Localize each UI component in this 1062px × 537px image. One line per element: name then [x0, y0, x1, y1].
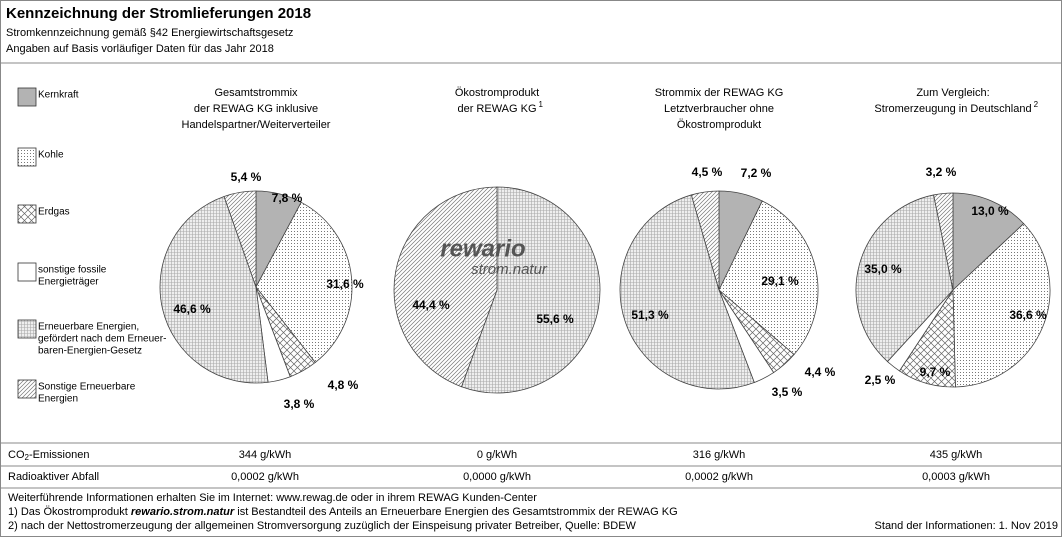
- chart-title: Zum Vergleich:: [916, 87, 989, 99]
- chart-title: Strommix der REWAG KG: [655, 87, 784, 99]
- footnote: 1) Das Ökostromprodukt rewario.strom.nat…: [8, 506, 678, 518]
- pie-slice: [460, 186, 601, 394]
- pie-slice: [223, 190, 257, 288]
- legend-swatch: [17, 87, 37, 107]
- legend-label: Erneuerbare Energien,: [38, 322, 139, 333]
- chart-title: der REWAG KG: [457, 103, 536, 115]
- pie-slice: [690, 190, 720, 291]
- slice-label: 5,4 %: [231, 170, 262, 184]
- legend-label: Energieträger: [38, 277, 99, 288]
- pie-slice: [855, 194, 954, 363]
- legend-label: sonstige fossile: [38, 265, 107, 276]
- slice-label: 4,5 %: [692, 165, 723, 179]
- slice-label: 44,4 %: [412, 298, 450, 312]
- cell: 0 g/kWh: [477, 449, 517, 461]
- chart-title: Ökostromprodukt: [455, 87, 539, 99]
- text: 1) Das Ökostromprodukt: [8, 506, 131, 518]
- slice-label: 4,8 %: [328, 378, 359, 392]
- slice-label: 3,8 %: [284, 397, 315, 411]
- row-label-part: -Emissionen: [29, 449, 90, 461]
- legend-swatch: [17, 204, 37, 224]
- slice-label: 55,6 %: [536, 312, 574, 326]
- chart-title: Stromerzeugung in Deutschland: [874, 103, 1031, 115]
- legend-label: Kernkraft: [38, 90, 79, 101]
- title-sup: 2: [1034, 100, 1039, 109]
- row-label: Radioaktiver Abfall: [8, 471, 99, 483]
- legend-label: Energien: [38, 394, 78, 405]
- text: ist Bestandteil des Anteils an Erneuerba…: [234, 506, 677, 518]
- title: Kennzeichnung der Stromlieferungen 2018: [6, 5, 311, 22]
- cell: 316 g/kWh: [693, 449, 746, 461]
- pie-slice: [159, 195, 269, 384]
- legend-label: gefördert nach dem Erneuer-: [38, 334, 166, 345]
- stand: Stand der Informationen: 1. Nov 2019: [875, 520, 1058, 532]
- cell: 0,0002 g/kWh: [231, 471, 299, 483]
- footnote: Weiterführende Informationen erhalten Si…: [8, 492, 537, 504]
- chart-title: Ökostromprodukt: [677, 119, 761, 131]
- slice-label: 3,2 %: [926, 165, 957, 179]
- slice-label: 31,6 %: [326, 277, 364, 291]
- slice-label: 7,8 %: [272, 191, 303, 205]
- slice-label: 13,0 %: [971, 204, 1009, 218]
- pie-slice: [619, 194, 755, 390]
- product: rewario.strom.natur: [131, 506, 235, 518]
- legend-swatch: [17, 319, 37, 339]
- legend-label: baren-Energien-Gesetz: [38, 346, 142, 357]
- row-label-part: Radioaktiver Abfall: [8, 471, 99, 483]
- slice-label: 3,5 %: [772, 385, 803, 399]
- slice-label: 46,6 %: [173, 302, 211, 316]
- legend-label: Sonstige Erneuerbare: [38, 382, 136, 393]
- row-label: CO2-Emissionen: [8, 449, 89, 462]
- pie-slice: [255, 201, 353, 364]
- slice-label: 7,2 %: [741, 166, 772, 180]
- legend-label: Kohle: [38, 150, 64, 161]
- chart-title: der REWAG KG inklusive: [194, 103, 318, 115]
- slice-label: 4,4 %: [805, 365, 836, 379]
- legend-label: Erdgas: [38, 207, 70, 218]
- pie-slice: [393, 186, 498, 388]
- pie-slice: [952, 192, 1025, 291]
- chart-title: Letztverbraucher ohne: [664, 103, 774, 115]
- row-label-part: CO: [8, 449, 25, 461]
- slice-label: 29,1 %: [761, 274, 799, 288]
- pie-slice: [952, 223, 1051, 388]
- legend-swatch: [17, 147, 37, 167]
- row-label-part: 2: [25, 453, 30, 462]
- cell: 344 g/kWh: [239, 449, 292, 461]
- chart-title: Handelspartner/Weiterverteiler: [182, 119, 331, 131]
- slice-label: 51,3 %: [631, 308, 669, 322]
- cell: 0,0002 g/kWh: [685, 471, 753, 483]
- footnote: 2) nach der Nettostromerzeugung der allg…: [8, 520, 637, 532]
- legend-swatch: [17, 262, 37, 282]
- cell: 0,0000 g/kWh: [463, 471, 531, 483]
- cell: 435 g/kWh: [930, 449, 983, 461]
- cell: 0,0003 g/kWh: [922, 471, 990, 483]
- slice-label: 36,6 %: [1009, 308, 1047, 322]
- slice-label: 35,0 %: [864, 262, 902, 276]
- pie-slice: [933, 192, 954, 291]
- subtitle: Stromkennzeichnung gemäß §42 Energiewirt…: [6, 27, 293, 39]
- title-sup: 1: [539, 100, 544, 109]
- note: Angaben auf Basis vorläufiger Daten für …: [6, 43, 274, 55]
- slice-label: 2,5 %: [865, 373, 896, 387]
- logo: rewario: [440, 235, 525, 262]
- logo-sub: strom.natur: [471, 261, 548, 278]
- legend-swatch: [17, 379, 37, 399]
- slice-label: 9,7 %: [920, 365, 951, 379]
- pie-slice: [718, 200, 819, 356]
- chart-title: Gesamtstrommix: [214, 87, 298, 99]
